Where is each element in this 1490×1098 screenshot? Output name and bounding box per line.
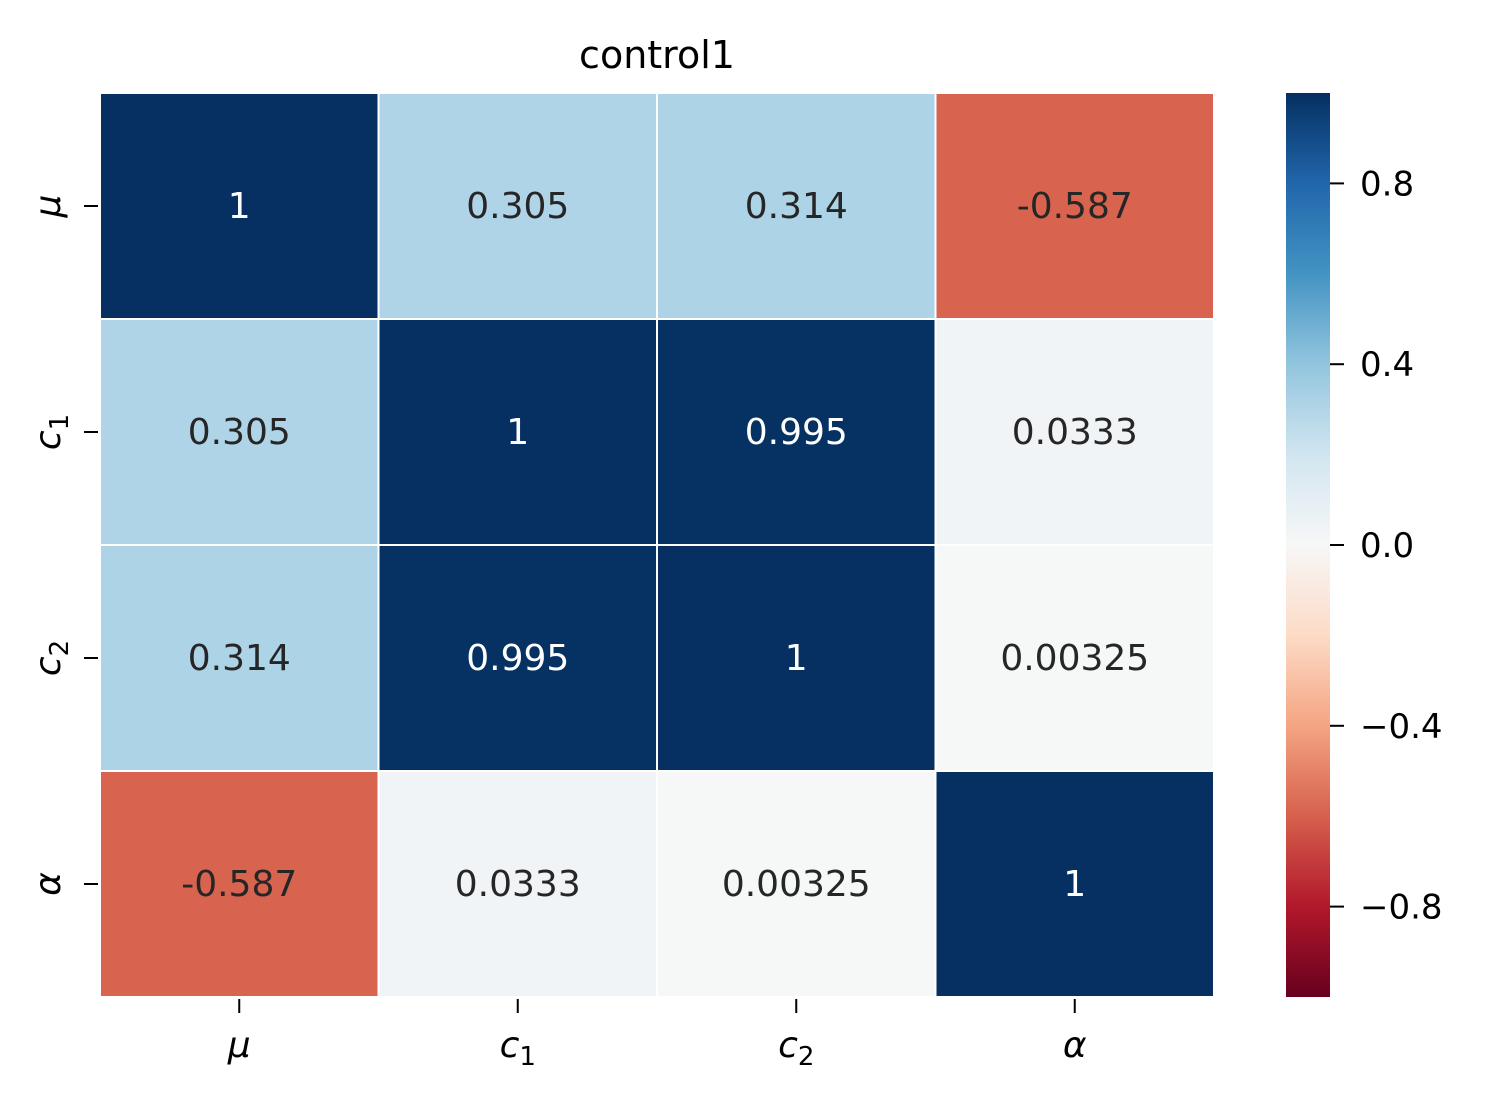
- y-tick-label: c2: [28, 640, 75, 676]
- colorbar-tick-label: −0.8: [1360, 888, 1443, 928]
- cell-value-label: 1: [785, 638, 808, 679]
- cell-value-label: 1: [506, 412, 529, 453]
- x-axis: μ c1 c2 α: [227, 999, 1087, 1072]
- axis-label-subscript: 2: [45, 640, 75, 657]
- heatmap-cell: [99, 770, 380, 998]
- heatmap-cell: [99, 318, 380, 546]
- axis-label-base: c: [500, 1025, 520, 1066]
- axis-label-subscript: 1: [45, 414, 75, 431]
- cell-value-label: 0.0333: [455, 864, 581, 905]
- axis-label-base: μ: [28, 195, 69, 219]
- x-tick-label: μ: [227, 1025, 251, 1066]
- cell-value-label: 1: [228, 186, 251, 227]
- x-tick-label: c2: [778, 1025, 814, 1072]
- cell-value-label: 0.305: [188, 412, 291, 453]
- colorbar-tick-label: 0.8: [1360, 164, 1414, 204]
- cell-value-label: 1: [1063, 864, 1086, 905]
- cell-value-label: 0.305: [466, 186, 569, 227]
- heatmap-cell: [934, 318, 1215, 546]
- heatmap-cell: [377, 318, 658, 546]
- x-tick-label: α: [1063, 1025, 1087, 1066]
- colorbar-tick-label: 0.4: [1360, 345, 1414, 385]
- colorbar-tick-label: −0.4: [1360, 707, 1443, 747]
- cell-value-label: -0.587: [181, 864, 297, 905]
- axis-label-base: c: [28, 656, 69, 676]
- heatmap-cell: [934, 92, 1215, 320]
- cell-value-label: 0.314: [745, 186, 848, 227]
- heatmap-cell: [377, 770, 658, 998]
- axis-label-subscript: 2: [798, 1042, 815, 1072]
- cell-value-label: 0.314: [188, 638, 291, 679]
- colorbar-gradient: [1286, 93, 1330, 997]
- cell-value-label: 0.995: [745, 412, 848, 453]
- heatmap-cell: [99, 92, 380, 320]
- chart-title: control1: [579, 33, 735, 77]
- colorbar: 0.8 0.4 0.0 −0.4 −0.8: [1286, 93, 1443, 997]
- axis-label-subscript: 1: [519, 1042, 536, 1072]
- cell-value-label: 0.995: [466, 638, 569, 679]
- heatmap-cell: [656, 770, 937, 998]
- heatmap-cell: [656, 92, 937, 320]
- heatmap-cell: [377, 92, 658, 320]
- heatmap-cell: [934, 544, 1215, 772]
- heatmap-cells: 1 0.305 0.314 -0.587 0.305 1 0.995 0.0333 0.314 0…: [99, 92, 1215, 998]
- axis-label-base: α: [28, 872, 69, 896]
- axis-label-base: α: [1063, 1025, 1087, 1066]
- axis-label-base: μ: [227, 1025, 251, 1066]
- y-tick-label: α: [28, 872, 69, 896]
- x-tick-label: c1: [500, 1025, 536, 1072]
- heatmap-cell: [377, 544, 658, 772]
- y-tick-label: c1: [28, 414, 75, 450]
- y-tick-label: μ: [28, 195, 69, 219]
- heatmap-cell: [934, 770, 1215, 998]
- cell-value-label: 0.00325: [1000, 638, 1149, 679]
- cell-value-label: 0.0333: [1012, 412, 1138, 453]
- cell-value-label: -0.587: [1017, 186, 1133, 227]
- axis-label-base: c: [28, 430, 69, 450]
- axis-label-base: c: [778, 1025, 798, 1066]
- cell-value-label: 0.00325: [722, 864, 871, 905]
- colorbar-tick-label: 0.0: [1360, 526, 1414, 566]
